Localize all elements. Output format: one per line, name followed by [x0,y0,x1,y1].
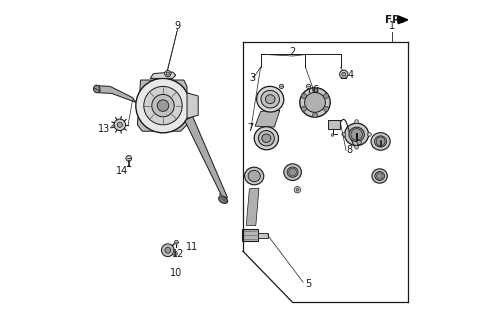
Ellipse shape [265,95,275,104]
Ellipse shape [283,164,301,180]
Circle shape [294,187,300,193]
Circle shape [151,94,174,117]
Ellipse shape [258,131,274,146]
Polygon shape [150,72,175,78]
Text: 4: 4 [347,70,353,80]
Text: 8: 8 [346,145,352,156]
Text: 2: 2 [289,47,295,57]
Polygon shape [187,93,198,118]
Circle shape [157,100,168,111]
Circle shape [114,119,125,131]
Circle shape [323,106,328,111]
Text: 10: 10 [169,268,181,278]
Polygon shape [245,188,259,226]
Ellipse shape [374,136,386,147]
Ellipse shape [348,127,364,141]
Ellipse shape [262,134,271,142]
Circle shape [166,72,169,75]
Ellipse shape [218,196,227,203]
Text: 13: 13 [98,124,110,134]
Circle shape [117,122,122,127]
Text: 3: 3 [249,73,255,84]
Bar [328,120,339,129]
Ellipse shape [256,86,283,112]
Circle shape [301,93,306,99]
Ellipse shape [304,92,325,112]
Text: 14: 14 [116,166,128,176]
Ellipse shape [370,132,389,150]
Text: 9: 9 [174,20,180,31]
Circle shape [172,251,177,256]
Ellipse shape [261,90,279,108]
Circle shape [143,86,182,125]
Circle shape [354,120,358,124]
Circle shape [323,93,328,99]
Circle shape [306,84,310,89]
Circle shape [376,173,382,179]
Text: 1: 1 [388,20,394,31]
Ellipse shape [93,85,100,93]
Circle shape [301,106,306,111]
Polygon shape [397,16,407,24]
Circle shape [296,188,298,191]
Circle shape [288,168,296,176]
Text: 11: 11 [185,242,197,252]
Circle shape [126,156,131,161]
Ellipse shape [371,169,387,183]
Circle shape [279,84,283,89]
Text: 12: 12 [171,249,184,260]
Bar [258,233,267,238]
Circle shape [341,72,345,76]
Ellipse shape [299,88,330,117]
Ellipse shape [244,167,263,185]
Text: 7: 7 [246,123,253,133]
Ellipse shape [374,172,384,180]
Circle shape [341,132,345,136]
Circle shape [350,129,362,140]
Circle shape [356,140,361,145]
Polygon shape [184,116,227,199]
Text: 6: 6 [311,84,318,95]
Text: 5: 5 [305,279,311,289]
Circle shape [331,134,333,136]
Polygon shape [94,86,136,102]
Ellipse shape [254,127,278,150]
Ellipse shape [287,167,298,177]
Circle shape [165,247,170,253]
Ellipse shape [344,123,368,146]
Circle shape [312,87,317,92]
Bar [241,229,258,241]
Circle shape [367,132,371,136]
Ellipse shape [247,170,260,182]
Circle shape [174,240,178,244]
Text: FR.: FR. [385,15,404,25]
Circle shape [161,244,174,257]
Circle shape [312,113,317,118]
Polygon shape [255,110,279,127]
Circle shape [174,252,176,254]
Circle shape [164,70,171,77]
Circle shape [375,137,384,146]
Polygon shape [137,80,187,131]
Circle shape [339,70,347,78]
Circle shape [354,145,358,149]
Circle shape [136,78,190,133]
